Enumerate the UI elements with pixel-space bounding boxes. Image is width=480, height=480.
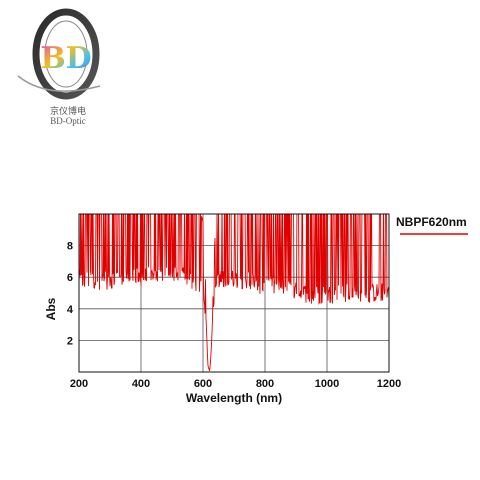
- legend-label: NBPF620nm: [396, 215, 467, 229]
- y-tick-label: 6: [67, 272, 73, 284]
- series-line-nbpf620nm: [79, 214, 389, 372]
- brand-english-name: BD-Optic: [50, 116, 86, 126]
- plot-frame: [78, 213, 390, 373]
- bd-logo-mark: BD: [17, 8, 101, 100]
- brand-chinese-name: 京仪博电: [49, 107, 86, 117]
- x-tick-label: 200: [70, 378, 88, 390]
- brand-logo: BD 京仪博电 BD-Optic: [8, 8, 108, 126]
- x-tick-label: 1200: [377, 378, 401, 390]
- chart-legend: NBPF620nm: [396, 215, 468, 235]
- chart-ticks: 200 400 600 800 1000 1200 2 4 6 8: [67, 241, 401, 390]
- x-tick-label: 600: [194, 378, 212, 390]
- y-tick-label: 4: [67, 304, 74, 316]
- chart-series-layer: [79, 214, 389, 372]
- logo-letters: BD: [40, 41, 91, 76]
- x-tick-label: 800: [256, 378, 274, 390]
- y-tick-label: 2: [67, 335, 73, 347]
- y-axis-title: Abs: [44, 297, 58, 320]
- x-tick-label: 400: [132, 378, 150, 390]
- x-axis-title: Wavelength (nm): [186, 391, 282, 405]
- y-tick-label: 8: [67, 241, 73, 253]
- x-tick-label: 1000: [315, 378, 339, 390]
